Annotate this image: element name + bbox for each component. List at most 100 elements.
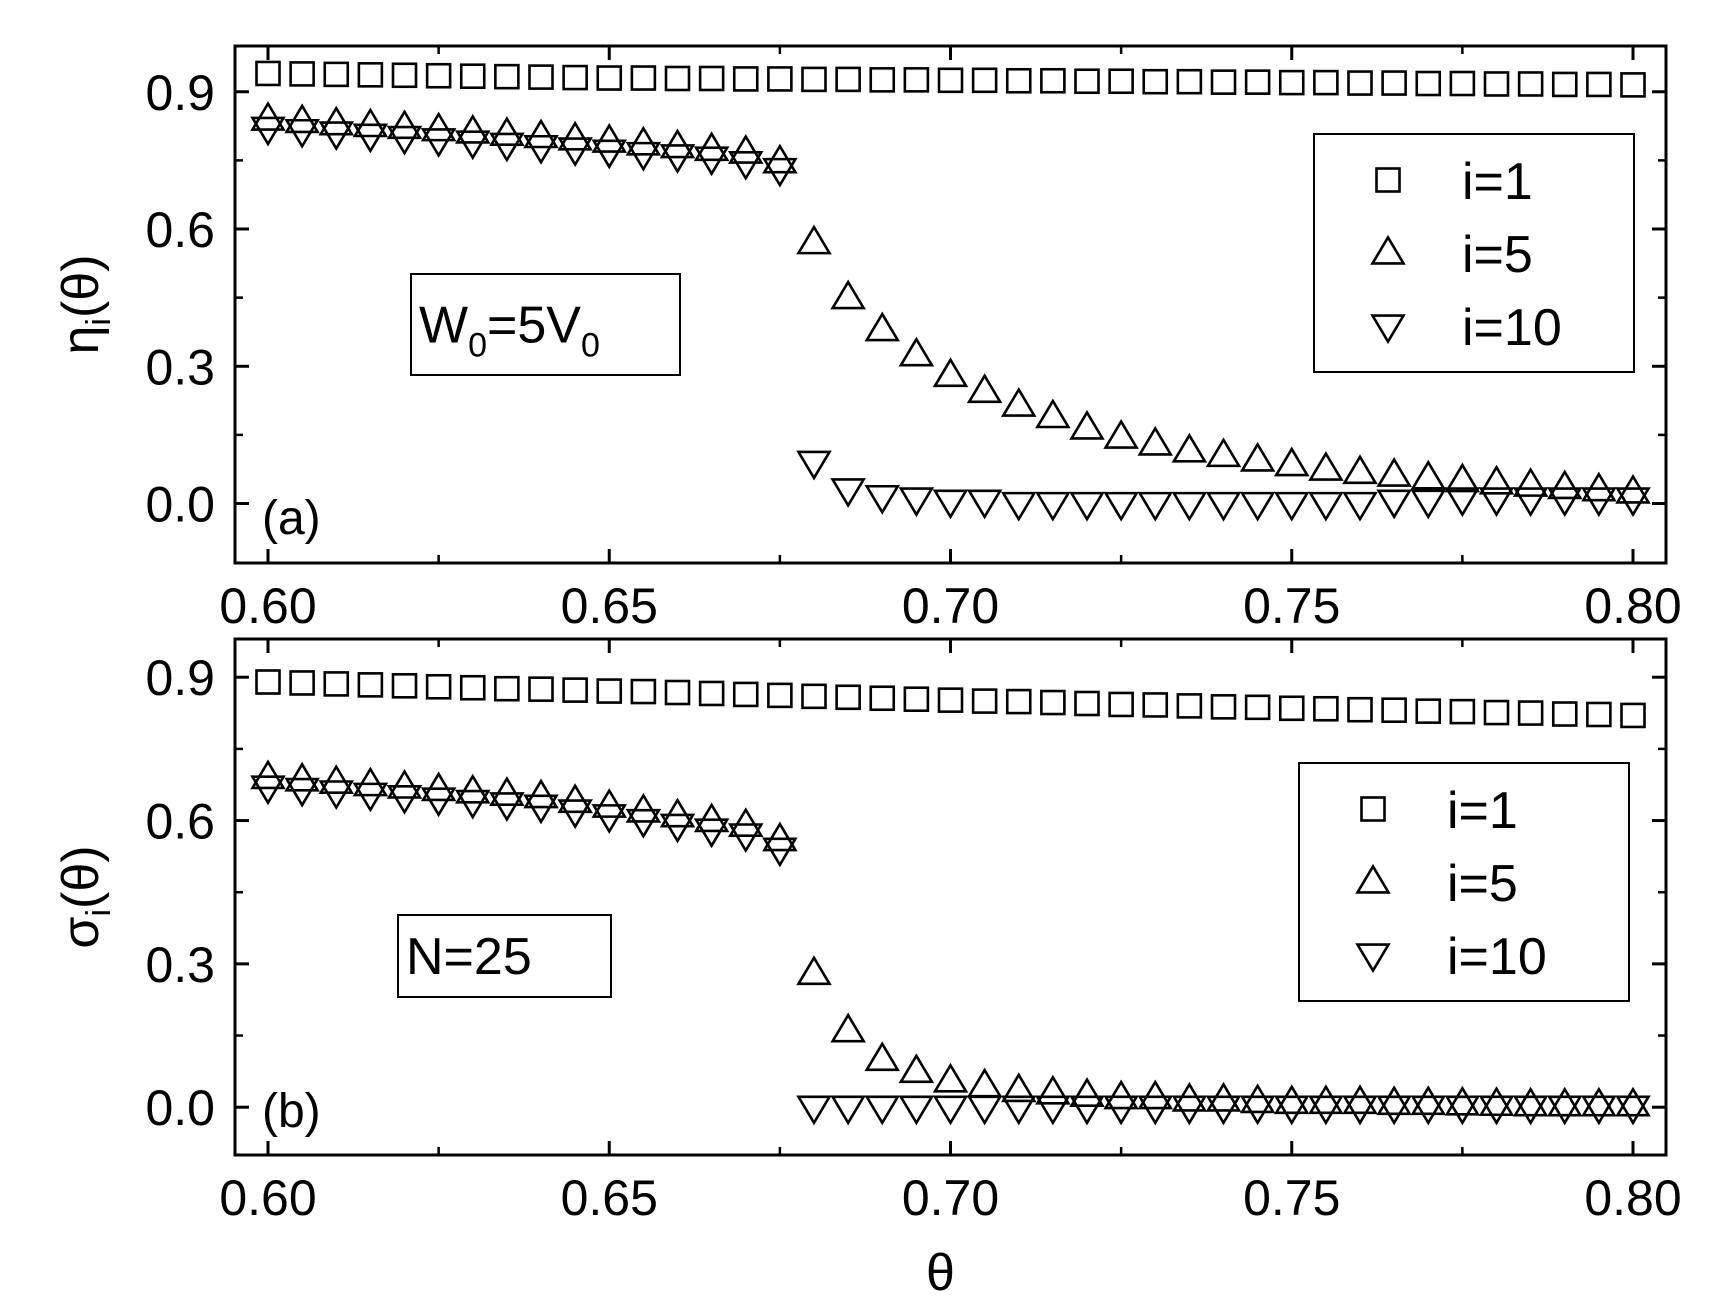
data-point-square (562, 64, 588, 91)
x-tick-label: 0.60 (219, 1170, 316, 1226)
data-point-square (903, 67, 930, 93)
data-point-triangle-down (1137, 1095, 1174, 1126)
data-point-triangle-down (420, 787, 457, 818)
data-point-square (1108, 691, 1134, 718)
annotation-text: W0=5V0 (419, 297, 600, 365)
data-point-triangle-down (1512, 487, 1549, 518)
data-point-triangle-up (1239, 441, 1276, 472)
data-point-triangle-down (1273, 1095, 1310, 1126)
data-point-triangle-down (1581, 1095, 1617, 1126)
data-point-triangle-down (1171, 1095, 1208, 1126)
data-point-square (528, 676, 554, 702)
data-point-square (596, 678, 623, 704)
data-point-triangle-down (625, 808, 662, 839)
data-point-triangle-up (1035, 398, 1071, 429)
y-tick-label: 0.3 (145, 339, 215, 395)
data-point-triangle-down (454, 789, 491, 820)
y-tick-label: 0.0 (145, 1080, 215, 1136)
annotation-mid: =5V (487, 297, 581, 355)
data-point-triangle-down (1103, 1095, 1139, 1126)
data-point-square (1483, 71, 1510, 97)
data-point-square (494, 675, 520, 702)
legend-label: i=5 (1447, 855, 1518, 913)
annotation-text: N=25 (406, 928, 532, 986)
panel-a: 0.60 0.65 0.70 0.75 0.80 0.0 0.3 0.6 0.9 ηi(θ) (a)… (52, 44, 1682, 634)
data-point-triangle-up (1410, 459, 1447, 490)
data-point-triangle-down (830, 478, 866, 508)
data-point-square (1313, 69, 1339, 96)
data-point-triangle-down (727, 150, 764, 181)
data-point-square (801, 683, 827, 710)
data-point-square (732, 66, 759, 92)
data-point-square (255, 60, 281, 87)
data-point-triangle-up (1376, 1085, 1412, 1116)
data-point-triangle-up (1546, 1086, 1583, 1117)
data-point-square (494, 63, 520, 90)
panel-label: (b) (262, 1085, 321, 1138)
data-point-square (391, 62, 418, 89)
data-point-square (1586, 71, 1612, 98)
x-tick-label: 0.70 (902, 578, 999, 634)
data-point-triangle-up (1239, 1083, 1276, 1114)
data-point-triangle-up (1069, 1077, 1105, 1107)
data-point-square (255, 669, 281, 695)
data-point-triangle-up (727, 807, 764, 838)
data-point-triangle-down (386, 784, 423, 815)
data-point-square (1449, 70, 1476, 97)
data-point-square (869, 685, 896, 712)
data-point-triangle-down (1308, 1095, 1344, 1126)
annotation-sub1: 0 (468, 327, 487, 365)
data-point-triangle-down (693, 818, 730, 849)
data-point-triangle-down (523, 134, 559, 165)
data-point-triangle-down (591, 139, 628, 170)
data-point-square (459, 674, 486, 701)
panel-label: (a) (262, 492, 321, 545)
legend-marker-triangle-up (1355, 863, 1391, 894)
data-point-triangle-down (659, 144, 696, 174)
data-point-triangle-up (966, 1067, 1003, 1098)
data-point-triangle-down (727, 823, 764, 854)
data-point-square (1449, 698, 1476, 725)
x-tick-label: 0.80 (1584, 578, 1681, 634)
data-point-triangle-down (1000, 491, 1037, 522)
data-point-square (1210, 694, 1237, 720)
data-point-triangle-down (932, 489, 969, 520)
y-axis-label-base: σ (52, 917, 110, 949)
data-point-triangle-up (1171, 432, 1208, 463)
data-point-triangle-down (1615, 1095, 1651, 1126)
data-point-triangle-up (1137, 1079, 1174, 1110)
data-point-triangle-up (898, 1053, 935, 1084)
data-point-triangle-down (1069, 1095, 1105, 1126)
data-point-square (835, 684, 861, 711)
series-i-1 (255, 669, 1646, 729)
data-point-triangle-down (1478, 487, 1515, 518)
data-point-triangle-up (1273, 446, 1310, 477)
data-point-triangle-up (318, 105, 355, 136)
data-point-triangle-up (898, 336, 935, 367)
data-point-square (425, 62, 452, 89)
data-point-triangle-down (1444, 487, 1481, 518)
data-point-triangle-down (1444, 1095, 1481, 1126)
data-point-triangle-up (932, 357, 969, 388)
data-point-square (1517, 700, 1544, 726)
data-point-triangle-down (489, 132, 525, 163)
data-point-triangle-up (1103, 1079, 1139, 1110)
data-point-triangle-down (1103, 491, 1139, 522)
data-point-triangle-up (1137, 425, 1174, 456)
data-point-triangle-down (932, 1095, 969, 1126)
data-point-triangle-up (1581, 1086, 1617, 1117)
data-point-triangle-down (1546, 1095, 1583, 1126)
data-point-triangle-down (1239, 491, 1276, 522)
data-point-triangle-down (318, 780, 355, 811)
data-point-triangle-down (1581, 487, 1617, 518)
data-point-square (630, 678, 657, 705)
x-tick-label: 0.75 (1243, 578, 1340, 634)
x-tick-label: 0.80 (1584, 1170, 1681, 1226)
data-point-square (459, 63, 486, 89)
y-axis-label: σi(θ) (52, 845, 118, 948)
data-point-triangle-down (693, 146, 730, 177)
data-point-triangle-up (557, 783, 593, 814)
data-point-triangle-down (454, 130, 491, 161)
data-point-triangle-down (1000, 1095, 1037, 1126)
data-point-triangle-up (796, 955, 832, 986)
